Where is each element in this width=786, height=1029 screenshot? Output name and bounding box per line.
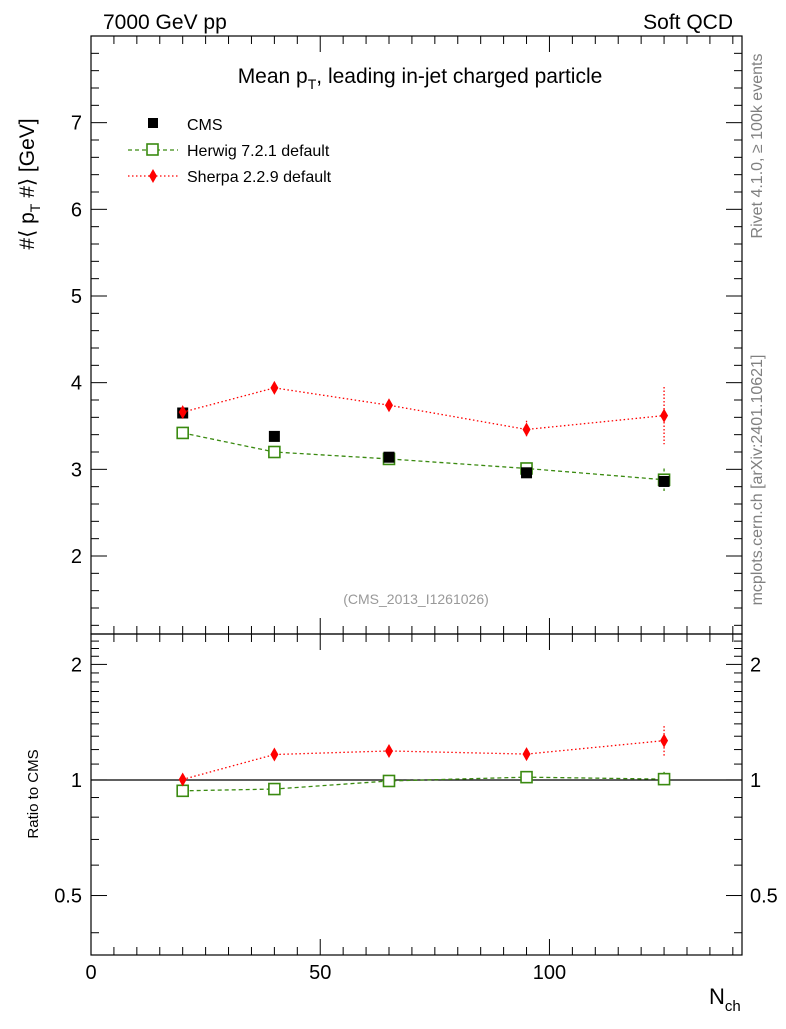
data-point-sherpa: [660, 733, 669, 748]
legend-item-cms: CMS: [148, 117, 223, 134]
data-point-herwig: [268, 782, 281, 796]
data-point-herwig: [268, 445, 281, 459]
data-point-cms: [383, 451, 395, 463]
header-collision-label: 7000 GeV pp: [103, 11, 227, 34]
ratio-y-tick-label-right: 1: [750, 770, 761, 792]
ratio-y-tick-label-right: 2: [750, 654, 761, 676]
legend-marker-cms: [148, 118, 158, 128]
legend-label-herwig: Herwig 7.2.1 default: [187, 143, 330, 160]
data-point-cms: [658, 475, 670, 487]
series-sherpa: [178, 726, 669, 787]
legend-marker-herwig: [146, 143, 159, 156]
data-point-herwig: [657, 772, 671, 786]
series-herwig: [176, 770, 671, 798]
series-sherpa: [178, 380, 669, 445]
ratio-y-tick-label: 1: [71, 770, 82, 792]
legend-label-cms: CMS: [187, 117, 223, 134]
series-line-herwig: [182, 432, 665, 481]
series-line-sherpa: [182, 739, 665, 781]
main-y-label-sub: T: [27, 203, 43, 212]
plot-title-pre: Mean p: [238, 65, 308, 88]
data-point-sherpa: [522, 422, 531, 437]
legend-item-herwig: Herwig 7.2.1 default: [128, 143, 330, 160]
plot-title-post: , leading in-jet charged particle: [316, 65, 602, 88]
main-y-label-pre: #⟨ p: [16, 212, 39, 249]
data-point-herwig: [382, 774, 396, 788]
legend-label-sherpa: Sherpa 2.2.9 default: [187, 169, 332, 186]
legend-item-sherpa: Sherpa 2.2.9 default: [128, 169, 332, 186]
x-label-sub: ch: [725, 998, 741, 1015]
x-tick-label: 0: [85, 962, 96, 984]
main-axis-ticks: 2 3 4 5 6 7: [71, 52, 742, 626]
x-label-pre: N: [709, 984, 725, 1009]
x-axis-label: Nch: [709, 984, 741, 1015]
data-point-sherpa: [270, 380, 279, 395]
ratio-axis-ticks: 0.5 0.5 1 1 2 2: [54, 640, 778, 934]
data-point-herwig: [176, 784, 189, 798]
series-line-herwig: [182, 776, 665, 792]
x-tick-label: 50: [309, 962, 331, 984]
data-point-sherpa: [384, 398, 393, 413]
data-point-sherpa: [522, 747, 531, 762]
legend: CMS Herwig 7.2.1 default Sherpa 2.2.9 de…: [128, 117, 332, 186]
series-data: [177, 407, 670, 487]
main-y-tick-label: 4: [71, 373, 82, 395]
main-y-tick-label: 7: [71, 113, 82, 135]
ratio-y-tick-label: 2: [71, 654, 82, 676]
plot-title-sub: T: [308, 76, 317, 92]
side-label-mcplots: mcplots.cern.ch [arXiv:2401.10621]: [749, 355, 766, 606]
series-herwig: [176, 426, 671, 491]
main-y-tick-label: 3: [71, 459, 82, 481]
data-point-herwig: [520, 770, 533, 784]
data-point-herwig: [176, 426, 189, 440]
data-point-sherpa: [660, 408, 669, 423]
analysis-watermark: (CMS_2013_I1261026): [343, 591, 489, 607]
series-line-sherpa: [182, 387, 665, 431]
ratio-y-tick-label: 0.5: [54, 886, 82, 908]
plot-title: Mean pT, leading in-jet charged particle: [238, 65, 603, 92]
main-y-axis-label: #⟨ pT #⟩ [GeV]: [16, 118, 43, 249]
side-label-rivet: Rivet 4.1.0, ≥ 100k events: [749, 54, 766, 239]
data-point-cms: [521, 467, 533, 479]
main-y-tick-label: 6: [71, 199, 82, 221]
header-category-label: Soft QCD: [643, 11, 733, 34]
ratio-y-axis-label: Ratio to CMS: [25, 749, 42, 838]
ratio-series: [176, 726, 671, 798]
x-axis-ticks: 0 50 100: [85, 36, 734, 984]
main-y-tick-label: 2: [71, 546, 82, 568]
data-point-sherpa: [270, 747, 279, 762]
ratio-y-tick-label-right: 0.5: [750, 886, 778, 908]
main-y-tick-label: 5: [71, 286, 82, 308]
main-series: [176, 380, 671, 491]
legend-marker-sherpa: [149, 169, 157, 183]
main-y-label-post: #⟩ [GeV]: [16, 118, 39, 203]
data-point-sherpa: [178, 405, 187, 420]
ratio-plot-frame: [90, 633, 743, 956]
x-tick-label: 100: [533, 962, 566, 984]
data-point-cms: [268, 430, 280, 442]
data-point-sherpa: [384, 743, 393, 758]
data-point-sherpa: [178, 772, 187, 787]
